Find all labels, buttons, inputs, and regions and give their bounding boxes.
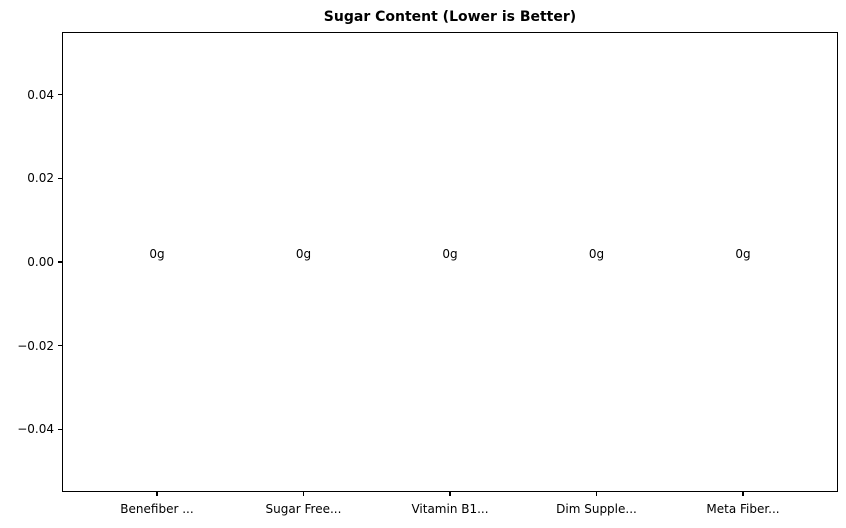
chart-title: Sugar Content (Lower is Better) [323,9,577,25]
y-tick-label: 0.00 [27,255,54,269]
x-tick-mark [742,492,744,496]
x-tick-mark [595,492,598,496]
y-tick-label: −0.04 [17,422,54,437]
x-tick-label: Vitamin B1... [411,502,489,516]
bar-value-label: 0g [442,247,458,261]
x-tick-mark [156,492,158,496]
bar-value-label: 0g [295,247,312,261]
y-tick-label: −0.02 [17,338,54,353]
x-tick-label: Dim Supple... [556,502,637,516]
bar-value-label: 0g [149,247,165,261]
plot-area [62,32,838,492]
y-tick-label: 0.02 [27,171,54,186]
bar-value-label: 0g [735,247,751,261]
x-tick-label: Sugar Free... [265,502,342,516]
bar-value-label: 0g [588,247,605,261]
x-tick-label: Meta Fiber... [706,502,780,516]
y-tick-mark [58,93,62,96]
x-tick-mark [449,492,451,496]
y-tick-mark [58,261,62,263]
x-tick-label: Benefiber ... [120,502,194,516]
y-tick-mark [58,177,62,180]
y-tick-mark [58,344,62,347]
x-tick-mark [302,492,305,496]
y-tick-mark [58,428,62,431]
y-tick-label: 0.04 [27,87,54,102]
